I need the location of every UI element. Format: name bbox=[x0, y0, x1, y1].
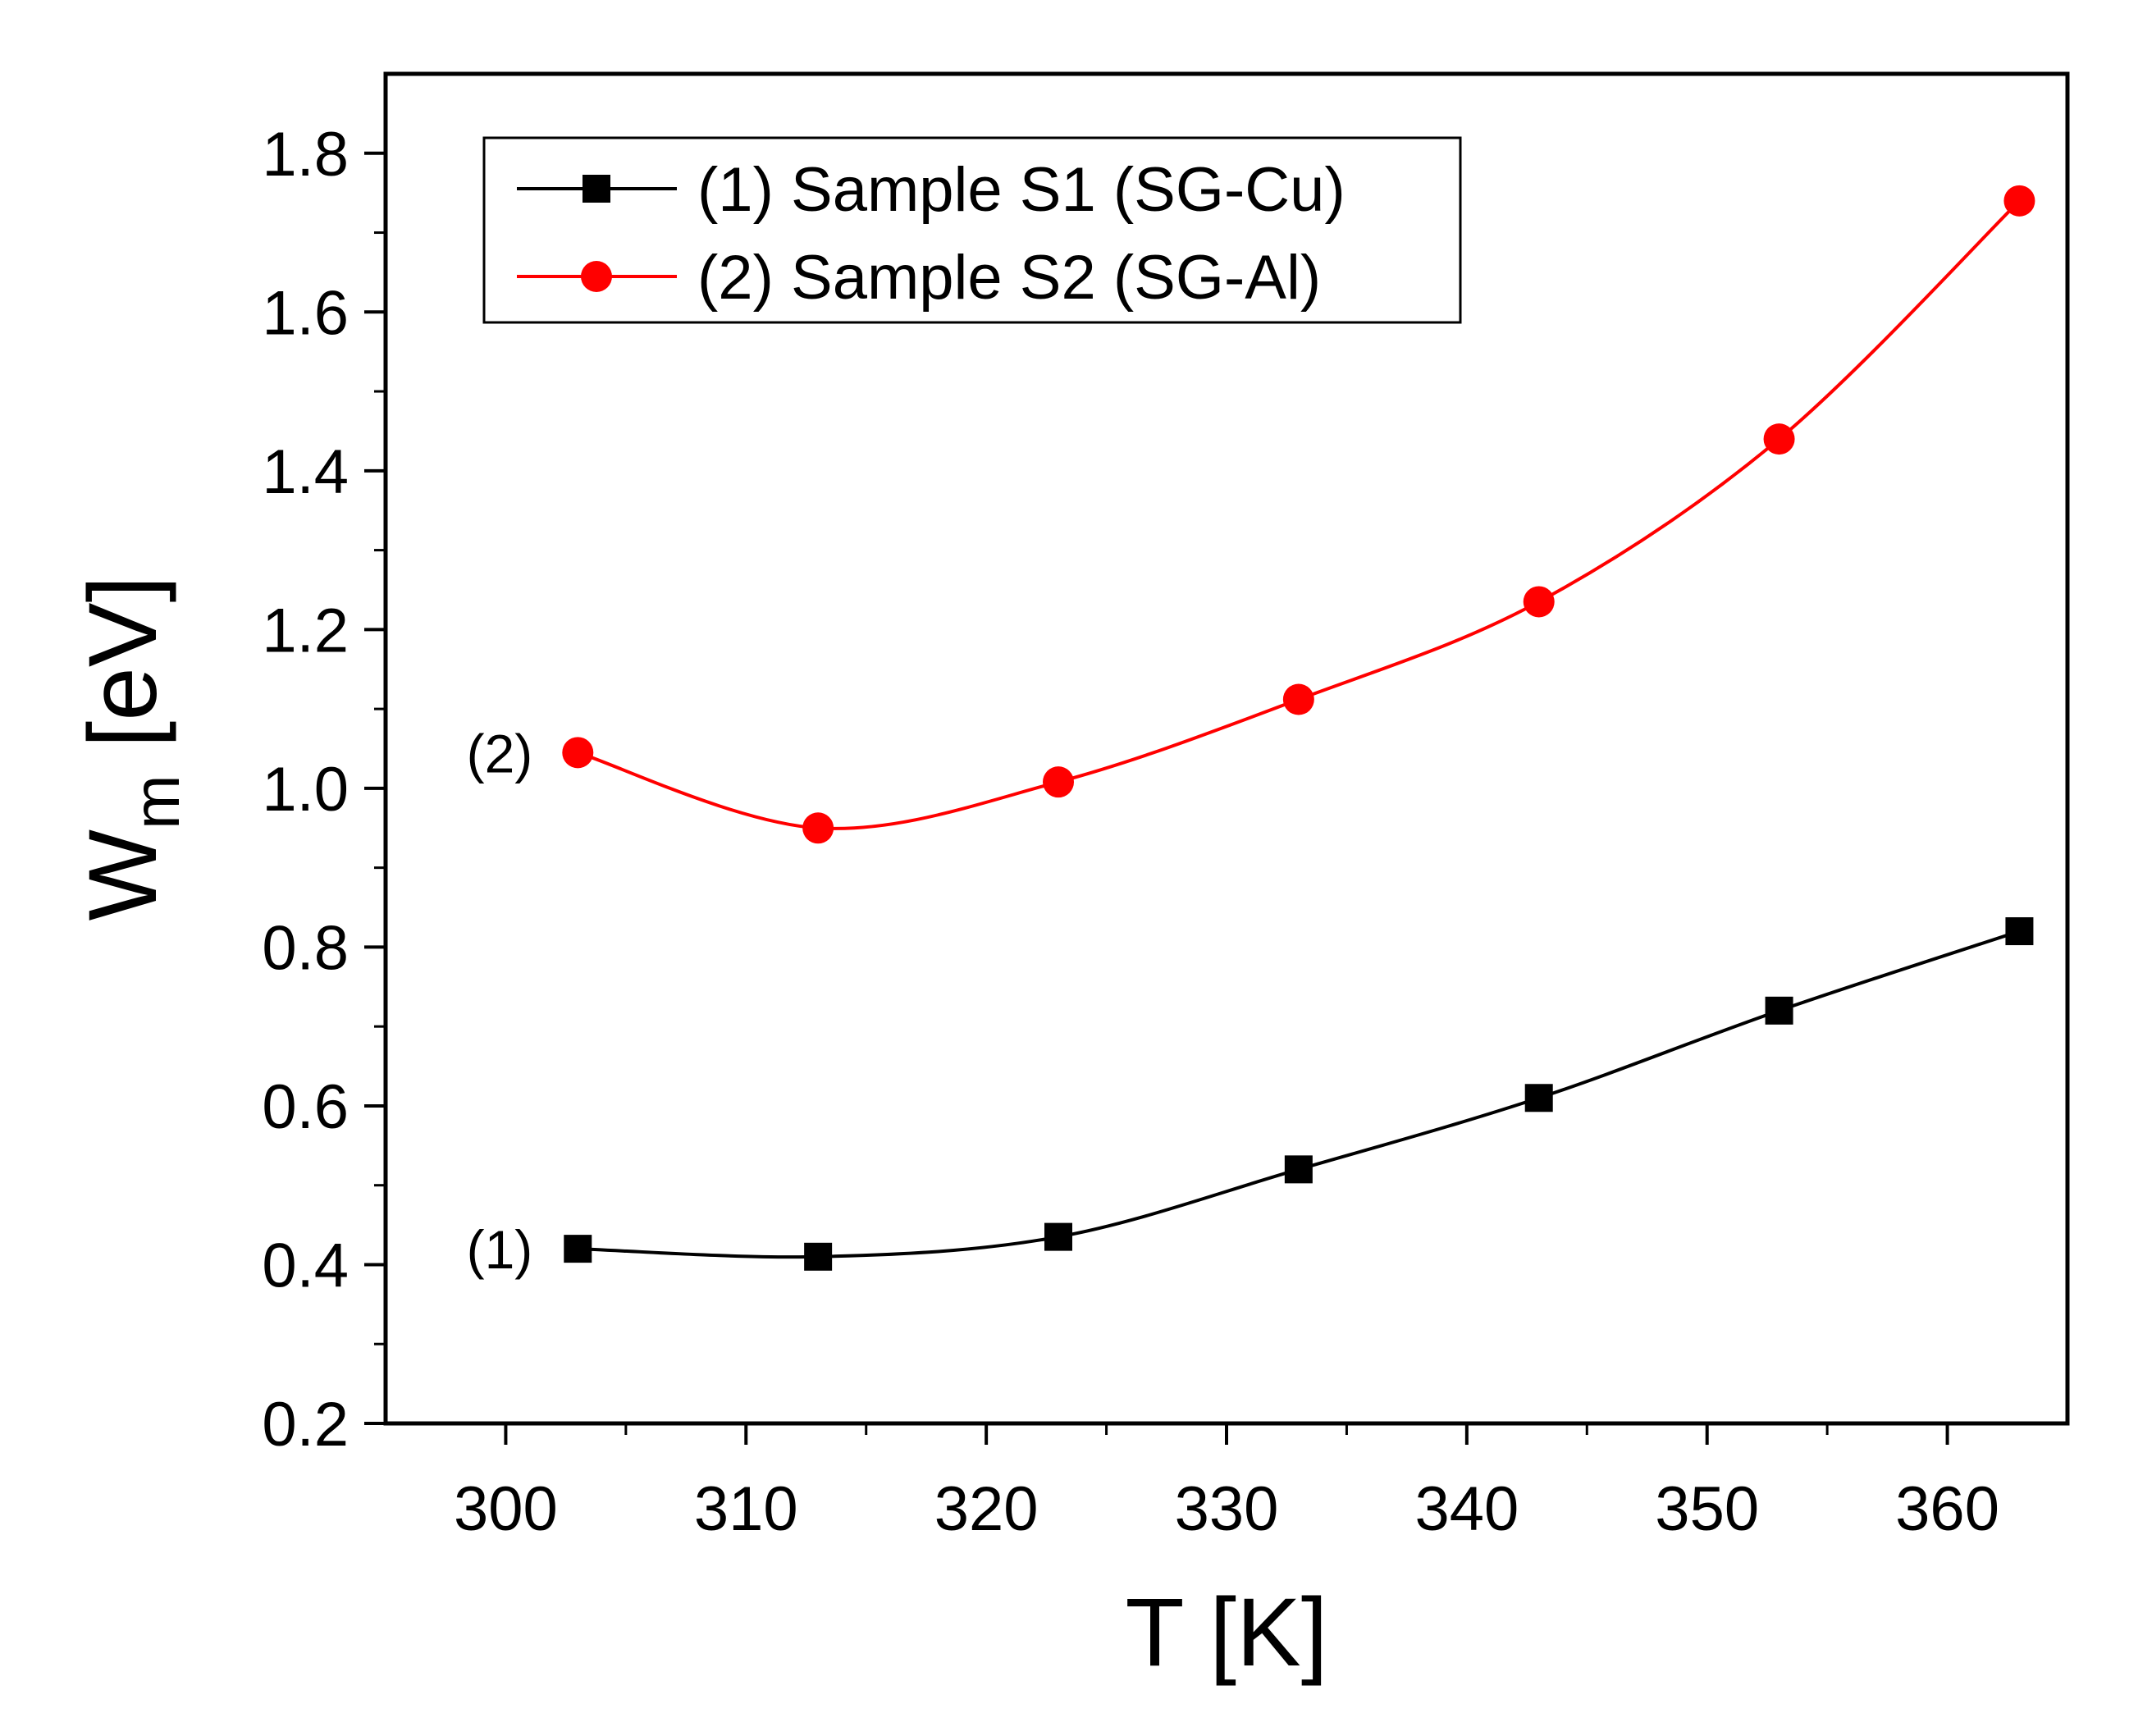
series-1-point-353 bbox=[1765, 996, 1793, 1025]
series-2-point-353 bbox=[1763, 423, 1795, 455]
x-tick-label-300: 300 bbox=[454, 1474, 558, 1544]
y-tick-label-0.2: 0.2 bbox=[262, 1390, 349, 1460]
x-tick-label-360: 360 bbox=[1895, 1474, 1999, 1544]
y-tick-label-1.2: 1.2 bbox=[262, 596, 349, 665]
x-tick-label-350: 350 bbox=[1655, 1474, 1759, 1544]
x-axis-label: T [K] bbox=[1125, 1578, 1327, 1687]
y-tick-label-1.8: 1.8 bbox=[262, 120, 349, 190]
series-1-point-313 bbox=[804, 1242, 833, 1271]
series-1-point-363 bbox=[2005, 917, 2034, 946]
series-1-point-323 bbox=[1044, 1222, 1072, 1251]
series-2-annotation: (2) bbox=[467, 723, 533, 783]
series-1-point-333 bbox=[1284, 1155, 1313, 1184]
x-axis-ticks: 300 310 320 330 340 350 360 bbox=[454, 1423, 1999, 1544]
series-1-point-343 bbox=[1524, 1084, 1553, 1112]
series-2-point-333 bbox=[1282, 683, 1314, 715]
legend-label-series-2: (2) Sample S2 (SG-Al) bbox=[697, 243, 1321, 313]
series-2-point-363 bbox=[2003, 185, 2035, 217]
legend: (1) Sample S1 (SG-Cu) (2) Sample S2 (SG-… bbox=[482, 136, 1462, 324]
legend-marker-series-1 bbox=[583, 175, 610, 203]
series-2: (2) bbox=[467, 185, 2035, 844]
series-1-line bbox=[578, 930, 2021, 1259]
y-axis-label: Wm [eV] bbox=[69, 576, 193, 921]
x-tick-label-340: 340 bbox=[1414, 1474, 1519, 1544]
series-2-point-313 bbox=[802, 812, 834, 844]
y-tick-label-0.4: 0.4 bbox=[262, 1231, 349, 1300]
x-tick-label-330: 330 bbox=[1175, 1474, 1279, 1544]
y-axis-label-subscript: m bbox=[120, 774, 193, 829]
legend-box bbox=[482, 136, 1462, 324]
y-axis-ticks: 0.2 0.4 0.6 0.8 1.0 1.2 1.4 1.6 1.8 bbox=[262, 120, 386, 1460]
series-layer: (1) (2) bbox=[467, 185, 2035, 1280]
x-tick-label-310: 310 bbox=[694, 1474, 798, 1544]
y-tick-label-1: 1.0 bbox=[262, 755, 349, 825]
y-tick-label-0.8: 0.8 bbox=[262, 913, 349, 983]
y-tick-label-0.6: 0.6 bbox=[262, 1072, 349, 1142]
series-1: (1) bbox=[467, 917, 2034, 1280]
y-axis-label-main: W bbox=[69, 829, 177, 921]
series-1-annotation: (1) bbox=[467, 1219, 533, 1280]
series-2-point-303 bbox=[562, 737, 594, 769]
legend-marker-series-2 bbox=[581, 261, 612, 292]
series-1-point-303 bbox=[564, 1235, 592, 1263]
y-axis-label-unit: [eV] bbox=[69, 576, 177, 775]
series-2-point-343 bbox=[1523, 586, 1555, 618]
x-tick-label-320: 320 bbox=[934, 1474, 1039, 1544]
y-tick-label-1.6: 1.6 bbox=[262, 278, 349, 348]
series-2-point-323 bbox=[1043, 766, 1074, 798]
y-tick-label-1.4: 1.4 bbox=[262, 437, 349, 507]
legend-label-series-1: (1) Sample S1 (SG-Cu) bbox=[697, 155, 1345, 225]
